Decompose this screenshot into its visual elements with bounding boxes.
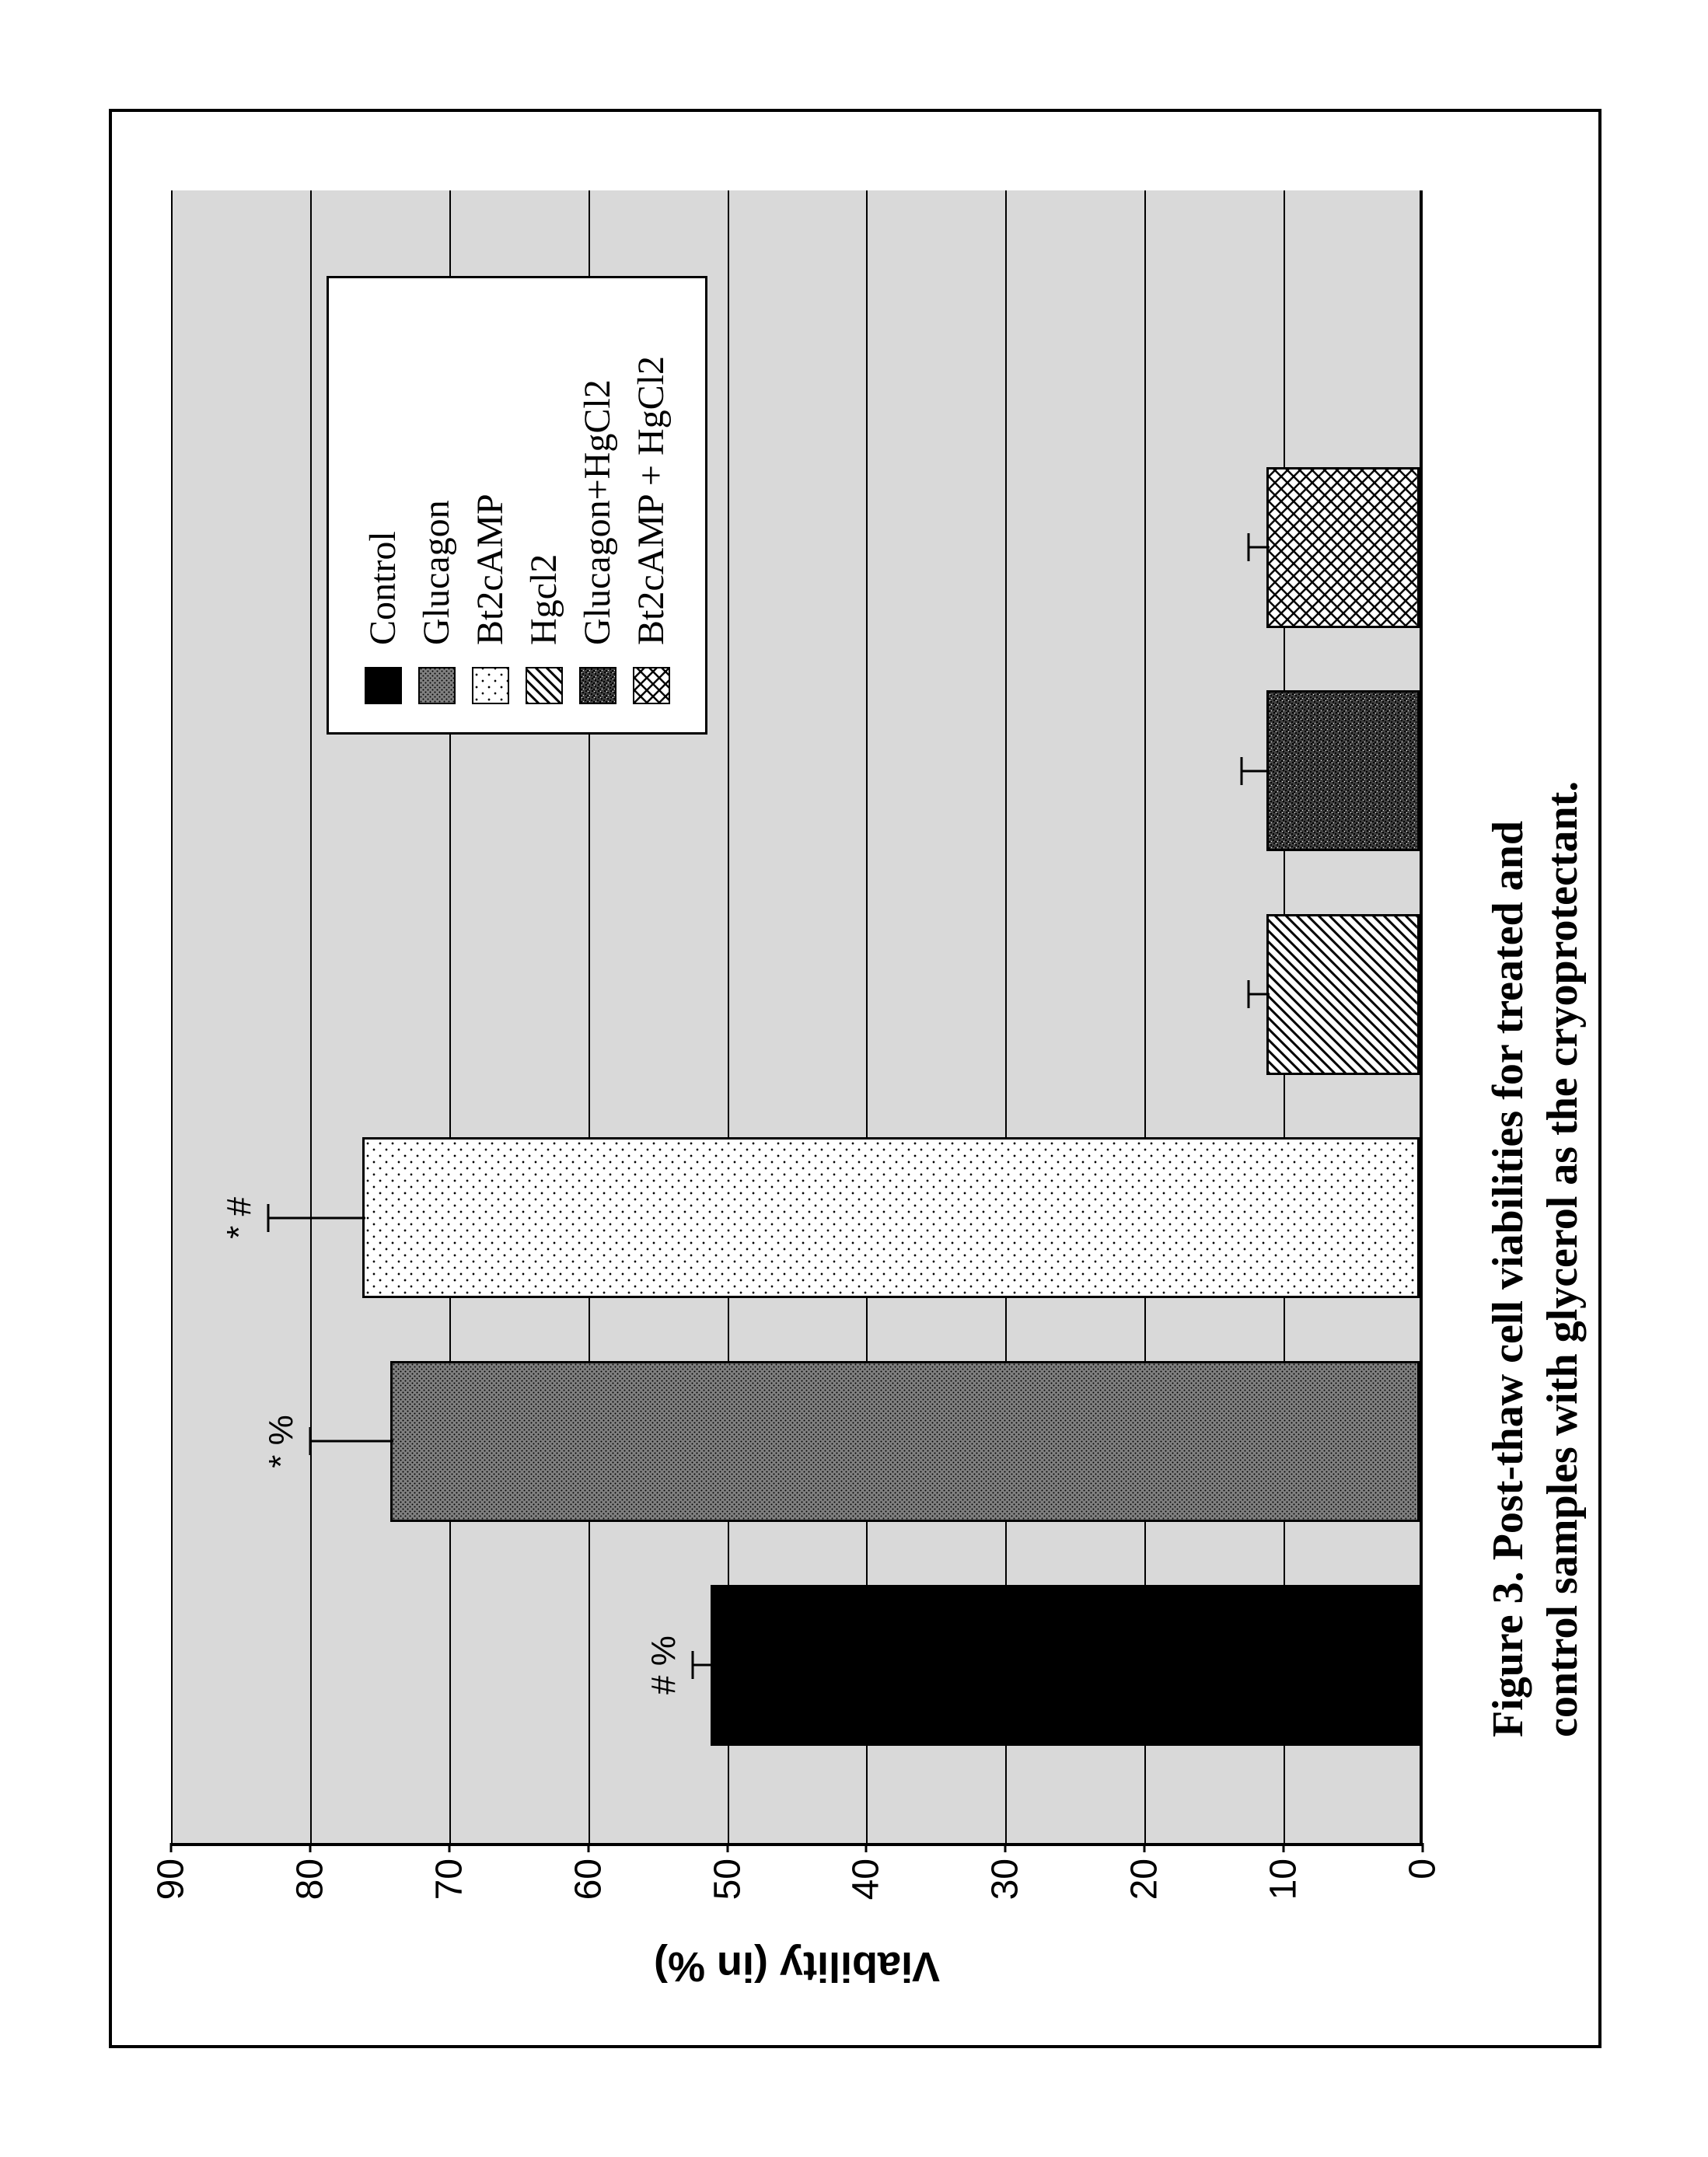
error-cap bbox=[1241, 757, 1243, 785]
legend-label: Control bbox=[362, 531, 404, 645]
ytick-label: 10 bbox=[1263, 1843, 1305, 1900]
bar bbox=[1266, 914, 1420, 1075]
legend-item: Hgcl2 bbox=[522, 306, 565, 704]
legend-item: Bt2cAMP + HgCl2 bbox=[630, 306, 672, 704]
legend-swatch bbox=[526, 667, 563, 704]
bar-annotation: * % bbox=[262, 1415, 301, 1468]
error-bar bbox=[1249, 546, 1270, 549]
error-bar bbox=[1242, 770, 1270, 772]
error-bar bbox=[693, 1664, 714, 1667]
ytick-label: 50 bbox=[706, 1843, 749, 1900]
legend-item: Glucagon bbox=[415, 306, 458, 704]
legend-swatch bbox=[579, 667, 616, 704]
figure-caption: Figure 3. Post-thaw cell viabilities for… bbox=[1481, 781, 1590, 1737]
bar bbox=[711, 1585, 1420, 1746]
ytick-label: 70 bbox=[428, 1843, 470, 1900]
error-cap bbox=[267, 1204, 270, 1232]
legend-label: Glucagon+HgCl2 bbox=[576, 379, 619, 645]
bar bbox=[390, 1361, 1420, 1522]
legend-swatch bbox=[633, 667, 670, 704]
legend-label: Bt2cAMP bbox=[469, 494, 512, 645]
bar-annotation: * # bbox=[220, 1197, 259, 1239]
legend-swatch bbox=[418, 667, 456, 704]
bar bbox=[1266, 467, 1420, 628]
legend-label: Bt2cAMP + HgCl2 bbox=[630, 356, 672, 645]
ytick-label: 40 bbox=[845, 1843, 888, 1900]
legend-label: Glucagon bbox=[415, 500, 458, 645]
ytick-label: 20 bbox=[1123, 1843, 1166, 1900]
error-cap bbox=[1248, 533, 1250, 561]
gridline bbox=[310, 190, 312, 1843]
error-bar bbox=[268, 1216, 365, 1219]
error-cap bbox=[1248, 980, 1250, 1008]
ytick-label: 60 bbox=[567, 1843, 610, 1900]
error-cap bbox=[309, 1427, 311, 1455]
bar-annotation: # % bbox=[644, 1635, 683, 1695]
bar bbox=[362, 1137, 1420, 1298]
bar bbox=[1266, 690, 1420, 851]
y-axis-title: Viability (in %) bbox=[654, 1942, 940, 1991]
legend-label: Hgcl2 bbox=[522, 554, 565, 645]
ytick-label: 30 bbox=[984, 1843, 1027, 1900]
legend-swatch bbox=[472, 667, 509, 704]
legend-item: Bt2cAMP bbox=[469, 306, 512, 704]
ytick-label: 0 bbox=[1402, 1843, 1444, 1880]
legend-swatch bbox=[365, 667, 402, 704]
legend-item: Control bbox=[362, 306, 404, 704]
error-bar bbox=[1249, 993, 1270, 996]
ytick-label: 80 bbox=[288, 1843, 331, 1900]
gridline bbox=[171, 190, 173, 1843]
legend-item: Glucagon+HgCl2 bbox=[576, 306, 619, 704]
legend: Control Glucagon Bt2cAMPHgcl2 Glucagon+HgCl… bbox=[327, 276, 707, 735]
error-cap bbox=[691, 1651, 693, 1679]
error-bar bbox=[310, 1440, 393, 1443]
ytick-label: 90 bbox=[150, 1843, 193, 1900]
